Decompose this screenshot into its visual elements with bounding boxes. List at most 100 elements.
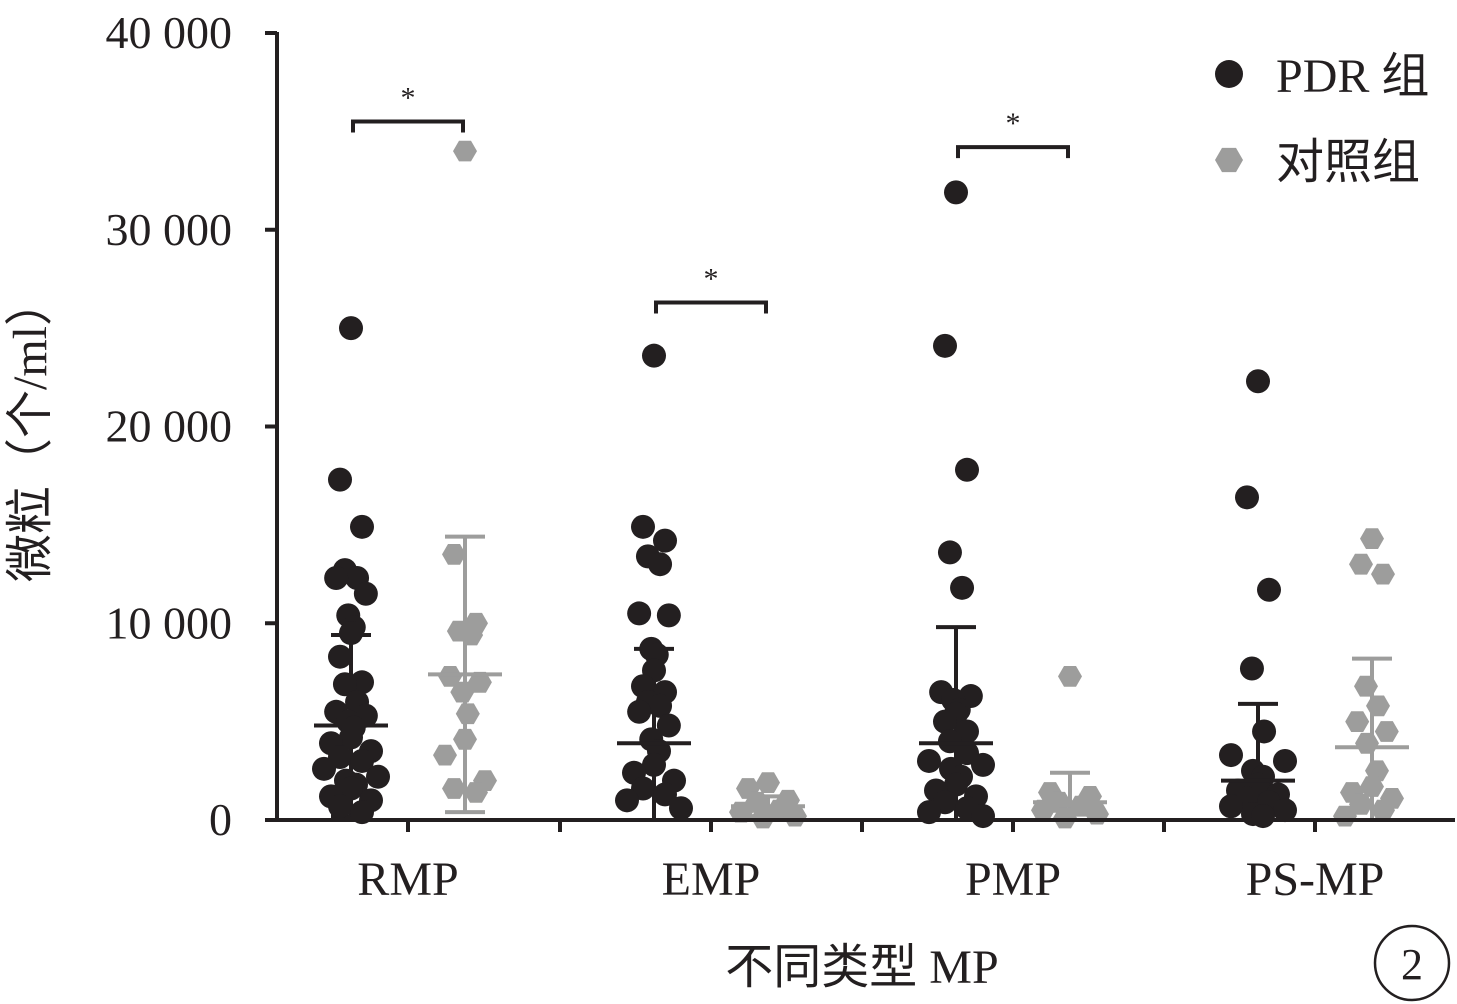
data-point	[1354, 675, 1378, 697]
data-point	[339, 316, 363, 341]
data-point	[1273, 748, 1297, 773]
data-point	[1251, 804, 1275, 829]
y-axis-title: 微粒（个/ml）	[4, 278, 57, 582]
data-point	[642, 752, 666, 777]
data-point	[656, 713, 681, 738]
data-point	[1345, 711, 1370, 732]
bracket-line	[956, 145, 1070, 159]
data-point	[971, 752, 995, 777]
data-point	[615, 788, 639, 813]
series-group-pdr	[615, 343, 693, 822]
series-group-control	[1031, 666, 1109, 829]
y-tick-label: 0	[209, 794, 232, 845]
data-point	[350, 748, 374, 773]
data-point	[339, 621, 363, 646]
data-point	[756, 772, 780, 793]
y-tick-label: 40 000	[106, 7, 233, 58]
data-point	[453, 140, 477, 162]
data-point	[1360, 528, 1384, 549]
series-group-control	[428, 140, 502, 815]
data-point	[1360, 776, 1384, 797]
data-point	[332, 672, 357, 697]
significance-bracket: *	[654, 263, 768, 314]
significance-star: *	[1006, 107, 1021, 140]
data-point	[648, 552, 673, 577]
data-point	[1235, 485, 1259, 510]
data-point	[627, 699, 652, 724]
x-category-label: PMP	[965, 853, 1061, 906]
legend-label-control: 对照组	[1276, 136, 1420, 189]
data-point	[1371, 799, 1395, 821]
significance-bracket: *	[956, 107, 1070, 159]
data-point	[631, 514, 655, 539]
y-tick-label: 30 000	[106, 204, 233, 255]
data-point	[933, 709, 957, 734]
panel-number: 2	[1401, 940, 1423, 989]
data-point	[464, 782, 488, 803]
data-point	[455, 703, 480, 725]
significance-bracket: *	[351, 82, 465, 133]
series-group-pdr	[1219, 369, 1297, 829]
data-point	[669, 796, 693, 821]
data-point	[328, 794, 352, 819]
significance-star: *	[704, 263, 719, 296]
data-point	[1257, 577, 1281, 602]
data-point	[971, 804, 995, 829]
plot-area: * * *	[312, 82, 1409, 829]
y-tick-label: 10 000	[106, 597, 233, 648]
panel-number-badge: 2	[1373, 924, 1451, 1002]
data-point	[1273, 798, 1297, 823]
x-category-label: EMP	[662, 853, 761, 906]
data-point	[653, 782, 677, 807]
bracket-line	[351, 119, 465, 133]
data-point	[339, 776, 363, 801]
data-point	[467, 671, 492, 693]
data-point	[1252, 719, 1277, 744]
data-point	[950, 575, 975, 600]
data-point	[1349, 793, 1373, 815]
data-point	[1365, 760, 1389, 782]
data-point	[353, 581, 378, 606]
data-point	[350, 514, 374, 539]
data-point	[627, 601, 652, 626]
data-point	[1371, 563, 1395, 585]
data-point	[937, 540, 962, 565]
data-point	[459, 624, 484, 646]
legend-marker-pdr	[1215, 60, 1243, 88]
data-point	[656, 603, 681, 628]
series-group-pdr	[312, 316, 390, 825]
data-point	[328, 644, 352, 669]
y-tick-label: 20 000	[106, 401, 233, 452]
data-point	[1239, 656, 1264, 681]
data-point	[328, 467, 352, 492]
data-point	[1058, 666, 1082, 687]
data-point	[1349, 553, 1373, 575]
data-point	[642, 343, 666, 368]
data-point	[450, 681, 475, 703]
significance-star: *	[401, 82, 416, 115]
legend-marker-control	[1215, 147, 1243, 173]
data-point	[1366, 695, 1390, 717]
data-point	[312, 756, 336, 781]
x-axis-categories: RMP EMP PMP PS-MP	[357, 820, 1384, 906]
data-point	[1219, 743, 1243, 768]
panel-number-circle	[1373, 924, 1451, 1002]
x-category-label: PS-MP	[1246, 853, 1385, 906]
data-point	[366, 764, 390, 789]
x-category-label: RMP	[357, 853, 458, 906]
chart-legend: PDR 组 对照组	[1215, 50, 1429, 189]
data-point	[944, 180, 968, 205]
data-point	[1355, 732, 1379, 754]
data-point	[442, 778, 466, 799]
data-point	[433, 744, 457, 766]
data-point	[917, 748, 941, 773]
data-point	[324, 565, 349, 590]
data-point	[648, 693, 673, 718]
data-point	[1031, 799, 1055, 821]
series-group-pdr	[917, 180, 995, 829]
data-point	[339, 725, 363, 750]
data-point	[1374, 721, 1399, 742]
data-point	[944, 772, 968, 797]
data-point	[453, 728, 477, 750]
series-group-control	[729, 772, 807, 829]
